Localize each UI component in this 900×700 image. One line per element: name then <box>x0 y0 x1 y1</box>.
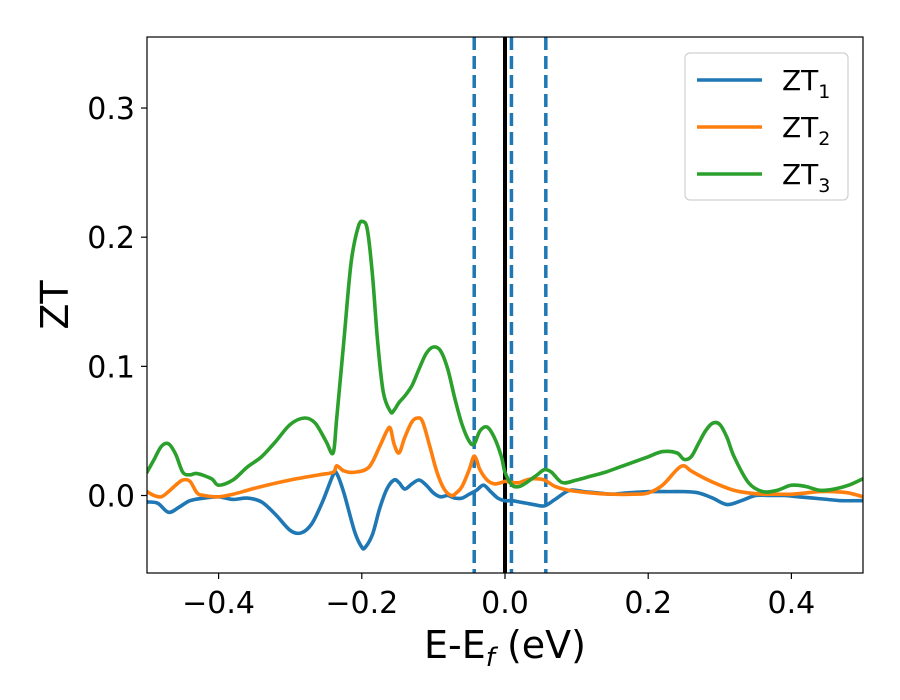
legend-label-subscript: 2 <box>818 128 830 150</box>
legend-label-main: ZT <box>782 111 819 144</box>
x-tick-label: 0.0 <box>481 586 529 621</box>
legend-label-main: ZT <box>782 64 819 97</box>
x-axis-label-unit: (eV) <box>495 623 586 667</box>
y-tick-label: 0.2 <box>87 221 135 256</box>
series-line-zt2 <box>147 416 863 499</box>
series-line-zt1 <box>147 469 863 551</box>
y-tick-label: 0.0 <box>87 480 135 515</box>
x-tick-label: 0.2 <box>624 586 672 621</box>
x-axis-label: E-Ef (eV) <box>424 623 586 673</box>
x-tick-label: −0.4 <box>182 586 255 621</box>
legend-label-zt1: ZT1 <box>782 64 830 103</box>
y-axis: 0.0 0.1 0.2 0.3 <box>87 92 147 515</box>
series-lines <box>147 219 863 551</box>
x-tick-label: 0.4 <box>768 586 816 621</box>
legend-label-main: ZT <box>782 158 819 191</box>
y-axis-label: ZT <box>33 280 77 330</box>
x-tick-label: −0.2 <box>325 586 398 621</box>
y-tick-label: 0.1 <box>87 350 135 385</box>
legend-label-subscript: 1 <box>818 81 830 103</box>
series-line-zt3 <box>147 219 863 494</box>
legend-label-subscript: 3 <box>818 175 830 197</box>
legend-label-zt3: ZT3 <box>782 158 830 197</box>
legend-label-zt2: ZT2 <box>782 111 830 150</box>
legend-box <box>684 52 849 201</box>
x-axis: −0.4 −0.2 0.0 0.2 0.4 <box>182 573 815 621</box>
y-tick-label: 0.3 <box>87 92 135 127</box>
x-axis-label-main: E-E <box>424 623 486 667</box>
